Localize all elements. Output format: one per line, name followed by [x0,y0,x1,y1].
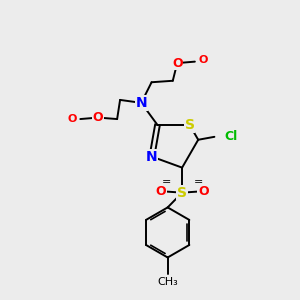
Text: S: S [184,118,195,132]
Text: =: = [193,177,203,187]
Text: Cl: Cl [225,130,238,143]
Text: O: O [172,57,182,70]
Text: =: = [161,177,171,187]
Text: N: N [146,150,158,164]
Text: O: O [68,114,77,124]
Text: N: N [136,96,147,110]
Text: O: O [198,185,208,198]
Text: CH₃: CH₃ [157,277,178,287]
Text: O: O [93,111,103,124]
Text: S: S [177,186,187,200]
Text: O: O [198,55,208,65]
Text: O: O [156,185,166,198]
